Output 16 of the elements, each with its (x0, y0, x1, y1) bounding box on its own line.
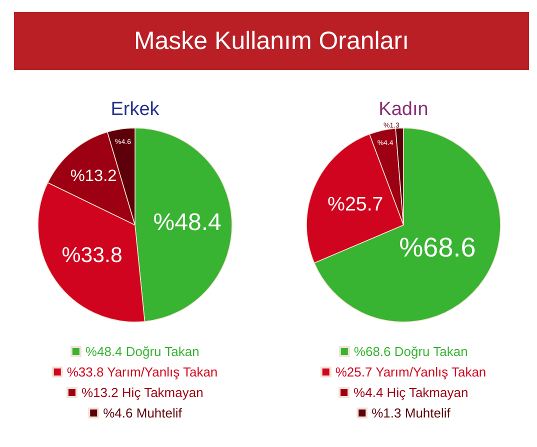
chart-title: Maske Kullanım Oranları (134, 26, 410, 56)
legend-label: %4.4 Hiç Takmayan (354, 385, 468, 400)
legend-label: %33.8 Yarım/Yanlış Takan (66, 364, 218, 380)
data-label: %33.8 (62, 242, 122, 267)
legend-label: %68.6 Doğru Takan (354, 344, 468, 359)
data-label: %68.6 (399, 232, 476, 262)
legend-label: %13.2 Hiç Takmayan (81, 385, 204, 400)
legend-label: %48.4 Doğru Takan (85, 344, 200, 359)
chart-subtitle: Erkek (110, 99, 160, 120)
legend-label: %4.6 Muhtelif (103, 406, 182, 420)
legend-label: %1.3 Muhtelif (372, 406, 451, 420)
legend-label: %25.7 Yarım/Yanlış Takan (335, 364, 486, 380)
data-label: %13.2 (70, 167, 117, 186)
chart-subtitle: Kadın (378, 99, 428, 120)
data-label: %25.7 (328, 193, 384, 216)
data-label: %48.4 (153, 208, 222, 236)
